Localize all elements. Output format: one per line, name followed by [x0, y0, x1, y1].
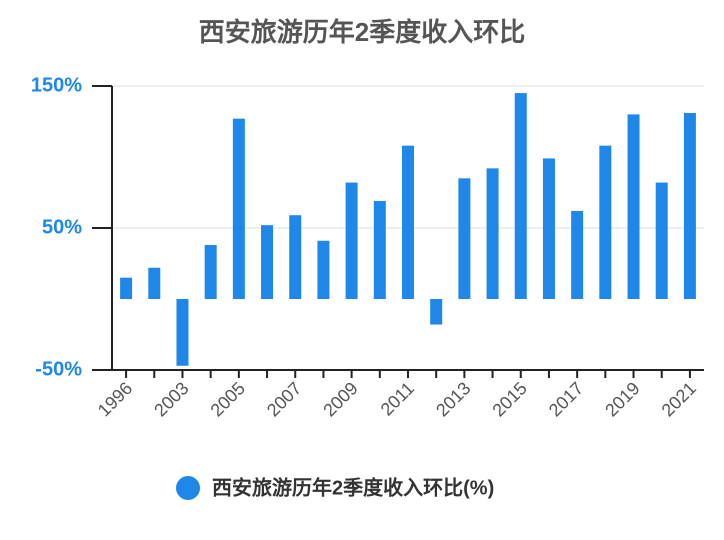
bar — [683, 112, 696, 299]
bar — [289, 215, 302, 299]
chart-title: 西安旅游历年2季度收入环比 — [199, 17, 525, 47]
x-tick-label: 2017 — [545, 378, 587, 420]
bar — [542, 158, 555, 299]
bar — [458, 178, 471, 299]
legend-marker — [176, 476, 200, 500]
bar — [402, 145, 414, 299]
bar — [486, 168, 499, 299]
x-tick-label: 2003 — [150, 378, 192, 420]
bar — [148, 267, 161, 299]
bar — [261, 225, 274, 299]
x-tick-label: 2005 — [207, 378, 249, 420]
legend-label: 西安旅游历年2季度收入环比(%) — [212, 475, 494, 499]
bar — [430, 299, 443, 325]
bar — [373, 201, 386, 299]
bar — [204, 245, 217, 299]
bar — [655, 182, 668, 299]
x-tick-label: 2021 — [658, 378, 700, 420]
x-tick-label: 2019 — [601, 378, 643, 420]
bar — [627, 114, 640, 300]
y-tick-label: 50% — [42, 216, 82, 238]
x-tick-label: 2013 — [432, 378, 474, 420]
x-tick-label: 1996 — [94, 378, 136, 420]
x-tick-label: 2007 — [263, 378, 305, 420]
y-tick-label: -50% — [35, 358, 82, 380]
bar — [232, 118, 245, 299]
x-tick-label: 2011 — [377, 378, 419, 420]
bar — [317, 240, 330, 299]
x-tick-label: 2015 — [488, 378, 530, 420]
bar — [120, 277, 133, 299]
x-tick-label: 2009 — [319, 378, 361, 420]
bar — [514, 93, 527, 299]
bar — [345, 182, 358, 299]
bar — [571, 210, 584, 299]
bar — [176, 299, 189, 366]
y-tick-label: 150% — [31, 74, 82, 96]
bar — [599, 145, 612, 299]
